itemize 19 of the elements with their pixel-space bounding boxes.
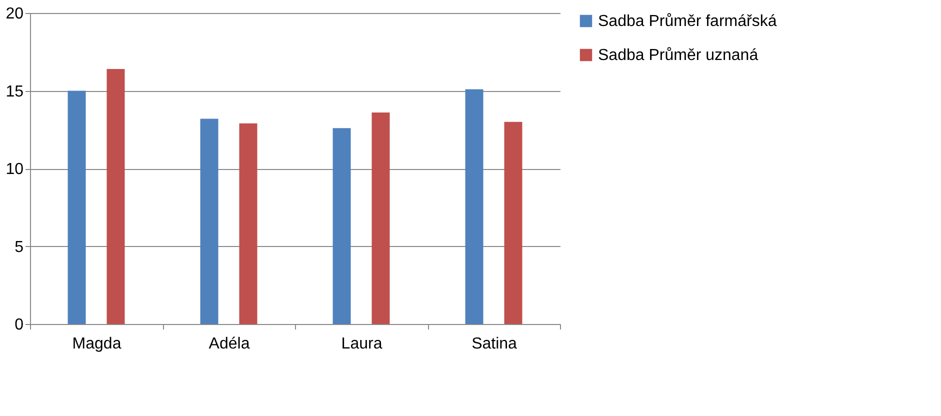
bar (372, 112, 390, 324)
x-tick-label: Satina (472, 336, 518, 352)
bar (68, 90, 86, 324)
y-tick-label: 5 (14, 238, 24, 256)
y-tick-label: 15 (6, 83, 24, 100)
bar (504, 122, 522, 324)
x-tick-label: Magda (72, 336, 122, 352)
legend-label: Sadba Průměr uznaná (598, 47, 758, 64)
x-tick-label: Laura (341, 336, 382, 352)
bar (200, 118, 218, 324)
bar (239, 123, 258, 324)
bar (106, 68, 125, 324)
y-tick-label: 20 (6, 6, 24, 22)
legend-label: Sadba Průměr farmářská (598, 13, 777, 30)
y-tick-label: 0 (14, 316, 24, 334)
bar (332, 128, 351, 324)
x-tick-label: Adéla (208, 336, 250, 352)
bar (465, 89, 484, 324)
y-tick-label: 10 (6, 161, 24, 178)
